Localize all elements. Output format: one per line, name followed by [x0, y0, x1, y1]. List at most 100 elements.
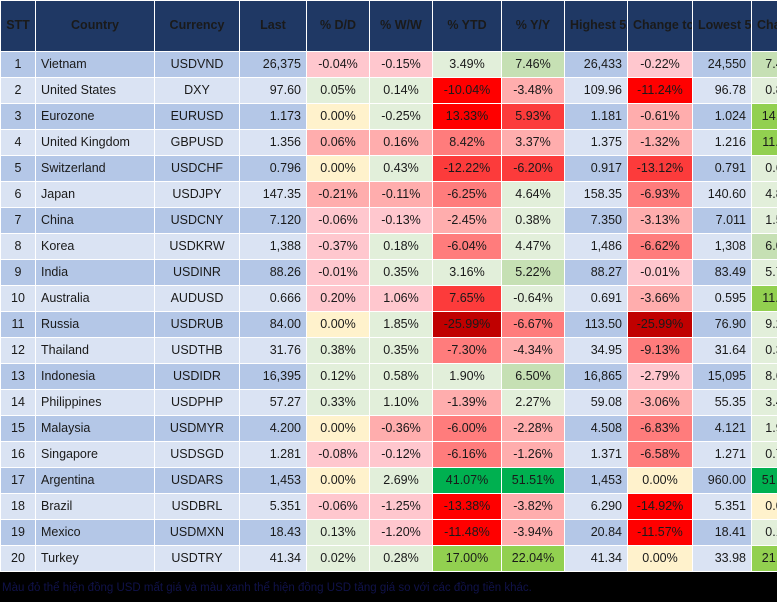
cell-country: Vietnam: [36, 52, 154, 77]
table-row[interactable]: 9 India USDINR 88.26 -0.01% 0.35% 3.16% 5.22% 88…: [1, 260, 777, 285]
cell-dd: -0.04%: [307, 52, 369, 77]
cell-yy: 2.27%: [502, 390, 564, 415]
cell-ww: 1.85%: [370, 312, 432, 337]
cell-currency: USDMYR: [155, 416, 239, 441]
cell-currency: USDTRY: [155, 546, 239, 571]
cell-country: China: [36, 208, 154, 233]
column-header-l52[interactable]: Lowest 52W: [693, 1, 751, 51]
cell-yy: 4.64%: [502, 182, 564, 207]
column-header-dd[interactable]: % D/D: [307, 1, 369, 51]
table-row[interactable]: 3 Eurozone EURUSD 1.173 0.00% -0.25% 13.33% 5.9…: [1, 104, 777, 129]
cell-yy: -6.67%: [502, 312, 564, 337]
cell-last: 0.796: [240, 156, 306, 181]
cell-ww: 0.35%: [370, 260, 432, 285]
table-row[interactable]: 6 Japan USDJPY 147.35 -0.21% -0.11% -6.25% 4.64…: [1, 182, 777, 207]
table-row[interactable]: 16 Singapore USDSGD 1.281 -0.08% -0.12% -6.16%…: [1, 442, 777, 467]
cell-ytd: -10.04%: [433, 78, 501, 103]
cell-ytd: 1.90%: [433, 364, 501, 389]
cell-h52: 26,433: [565, 52, 627, 77]
cell-country: Indonesia: [36, 364, 154, 389]
table-row[interactable]: 1 Vietnam USDVND 26,375 -0.04% -0.15% 3.49% 7.4…: [1, 52, 777, 77]
cell-ch52l: 11.86%: [752, 286, 777, 311]
column-header-yy[interactable]: % Y/Y: [502, 1, 564, 51]
cell-dd: -0.06%: [307, 208, 369, 233]
table-row[interactable]: 18 Brazil USDBRL 5.351 -0.06% -1.25% -13.38% -3…: [1, 494, 777, 519]
cell-currency: USDRUB: [155, 312, 239, 337]
cell-ch52h: -6.58%: [628, 442, 692, 467]
cell-currency: AUDUSD: [155, 286, 239, 311]
cell-ytd: 41.07%: [433, 468, 501, 493]
cell-ch52h: -6.83%: [628, 416, 692, 441]
cell-last: 16,395: [240, 364, 306, 389]
cell-currency: USDVND: [155, 52, 239, 77]
cell-currency: USDJPY: [155, 182, 239, 207]
column-header-ytd[interactable]: % YTD: [433, 1, 501, 51]
cell-last: 57.27: [240, 390, 306, 415]
cell-ch52h: -1.32%: [628, 130, 692, 155]
table-row[interactable]: 14 Philippines USDPHP 57.27 0.33% 1.10% -1.39%…: [1, 390, 777, 415]
cell-ww: 0.28%: [370, 546, 432, 571]
table-row[interactable]: 8 Korea USDKRW 1,388 -0.37% 0.18% -6.04% 4.47% 1…: [1, 234, 777, 259]
cell-ch52l: 6.06%: [752, 234, 777, 259]
cell-country: Thailand: [36, 338, 154, 363]
cell-ytd: -12.22%: [433, 156, 501, 181]
cell-ch52h: -11.24%: [628, 78, 692, 103]
cell-stt: 8: [1, 234, 35, 259]
cell-ch52h: -6.93%: [628, 182, 692, 207]
cell-h52: 1.371: [565, 442, 627, 467]
table-row[interactable]: 4 United Kingdom GBPUSD 1.356 0.06% 0.16% 8.42…: [1, 130, 777, 155]
cell-h52: 34.95: [565, 338, 627, 363]
table-row[interactable]: 19 Mexico USDMXN 18.43 0.13% -1.20% -11.48% -3.…: [1, 520, 777, 545]
table-row[interactable]: 17 Argentina USDARS 1,453 0.00% 2.69% 41.07% 51…: [1, 468, 777, 493]
column-header-last[interactable]: Last: [240, 1, 306, 51]
cell-ww: 0.18%: [370, 234, 432, 259]
table-row[interactable]: 10 Australia AUDUSD 0.666 0.20% 1.06% 7.65% -0.…: [1, 286, 777, 311]
cell-last: 88.26: [240, 260, 306, 285]
table-row[interactable]: 15 Malaysia USDMYR 4.200 0.00% -0.36% -6.00% -2…: [1, 416, 777, 441]
table-row[interactable]: 12 Thailand USDTHB 31.76 0.38% 0.35% -7.30% -4.…: [1, 338, 777, 363]
cell-ytd: 8.42%: [433, 130, 501, 155]
table-row[interactable]: 7 China USDCNY 7.120 -0.06% -0.13% -2.45% 0.38%…: [1, 208, 777, 233]
cell-l52: 24,550: [693, 52, 751, 77]
column-header-ch52l[interactable]: Change to L52W: [752, 1, 777, 51]
cell-country: United States: [36, 78, 154, 103]
cell-stt: 19: [1, 520, 35, 545]
column-header-currency[interactable]: Currency: [155, 1, 239, 51]
cell-yy: -3.94%: [502, 520, 564, 545]
cell-last: 41.34: [240, 546, 306, 571]
cell-ww: -0.11%: [370, 182, 432, 207]
cell-yy: 0.38%: [502, 208, 564, 233]
cell-yy: -2.28%: [502, 416, 564, 441]
table-row[interactable]: 13 Indonesia USDIDR 16,395 0.12% 0.58% 1.90% 6.…: [1, 364, 777, 389]
cell-yy: -3.48%: [502, 78, 564, 103]
cell-h52: 7.350: [565, 208, 627, 233]
column-header-h52[interactable]: Highest 52W: [565, 1, 627, 51]
table-row[interactable]: 11 Russia USDRUB 84.00 0.00% 1.85% -25.99% -6.6…: [1, 312, 777, 337]
table-row[interactable]: 20 Turkey USDTRY 41.34 0.02% 0.28% 17.00% 22.04…: [1, 546, 777, 571]
column-header-ww[interactable]: % W/W: [370, 1, 432, 51]
column-header-ch52h[interactable]: Change to H52W: [628, 1, 692, 51]
cell-l52: 96.78: [693, 78, 751, 103]
table-row[interactable]: 2 United States DXY 97.60 0.05% 0.14% -10.04% -…: [1, 78, 777, 103]
table-row[interactable]: 5 Switzerland USDCHF 0.796 0.00% 0.43% -12.22%…: [1, 156, 777, 181]
column-header-stt[interactable]: STT: [1, 1, 35, 51]
cell-ch52h: -3.66%: [628, 286, 692, 311]
cell-ch52h: -14.92%: [628, 494, 692, 519]
cell-ch52h: -0.01%: [628, 260, 692, 285]
column-header-country[interactable]: Country: [36, 1, 154, 51]
cell-ch52l: 0.85%: [752, 78, 777, 103]
cell-dd: 0.02%: [307, 546, 369, 571]
cell-country: Switzerland: [36, 156, 154, 181]
cell-currency: USDIDR: [155, 364, 239, 389]
cell-last: 1,388: [240, 234, 306, 259]
cell-stt: 11: [1, 312, 35, 337]
cell-currency: USDBRL: [155, 494, 239, 519]
cell-dd: 0.20%: [307, 286, 369, 311]
cell-l52: 960.00: [693, 468, 751, 493]
header-row: STT Country Currency Last% D/D% W/W% YTD% Y…: [1, 1, 777, 51]
footer-legend-note: Màu đỏ thể hiện đồng USD mất giá và màu …: [0, 578, 777, 598]
cell-dd: 0.05%: [307, 78, 369, 103]
cell-ytd: 3.49%: [433, 52, 501, 77]
cell-h52: 16,865: [565, 364, 627, 389]
